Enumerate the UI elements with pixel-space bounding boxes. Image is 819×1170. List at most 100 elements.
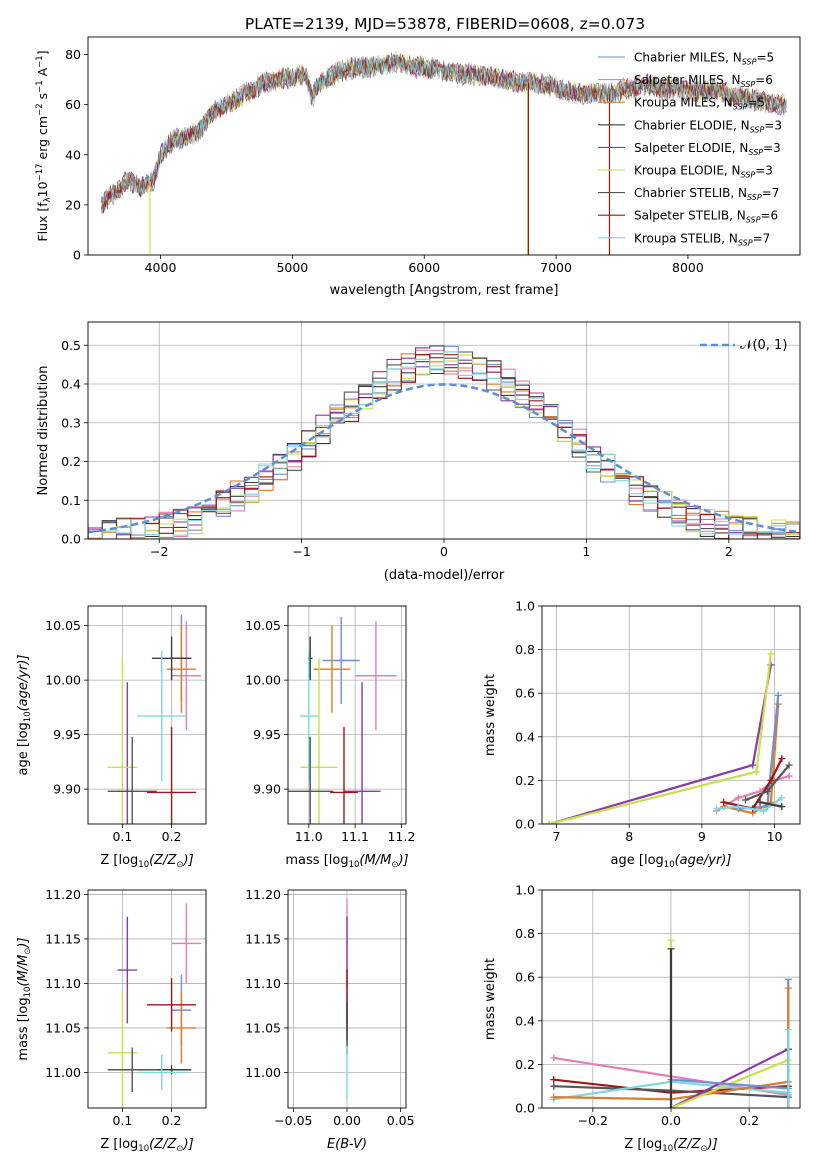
weight-vs-age-marker-kroupa-elodie-1: [752, 768, 760, 776]
age-vs-mass-ytick-label-2: 10.00: [245, 673, 281, 688]
spectrum-xlabel: wavelength [Angstrom, rest frame]: [330, 283, 559, 298]
legend-label-salpeter-stelib: Salpeter STELIB, NSSP=6: [634, 209, 778, 225]
weight-vs-age-marker-salpeter-stelib-3: [778, 755, 786, 763]
age-vs-z-xtick-label-0: 0.1: [112, 829, 132, 844]
age-vs-mass-xlabel: mass [log10(M/M⊙)]: [285, 853, 408, 870]
legend-label-kroupa-elodie: Kroupa ELODIE, NSSP=3: [634, 164, 773, 180]
weight-vs-age-lines: [545, 650, 793, 824]
weight-vs-age-panel: 7 8 9 10 0.0 0.2 0.4 0.6 0.8 1.0 age [log10(age/yr…: [483, 599, 801, 870]
mass-vs-ebv-panel: −0.05 0.00 0.05 11.00 11.05 11.10 11.15 11.20 E(…: [245, 887, 414, 1152]
weight-vs-z-ylabel: mass weight: [483, 958, 498, 1040]
weight-vs-age-xtick-label-1: 8: [625, 829, 633, 844]
weight-vs-age-ytick-label-1: 0.2: [515, 773, 535, 788]
histogram-chabrier-elodie: [88, 360, 800, 539]
residuals-ytick-label-3: 0.3: [61, 415, 81, 430]
residuals-ylabel: Normed distribution: [36, 366, 51, 496]
weight-vs-z-lines: [550, 939, 792, 1108]
spectrum-xtick-label-2: 6000: [408, 260, 440, 275]
residuals-xtick-label-3: 1: [582, 544, 590, 559]
weight-vs-age-marker-chabrier-stelib-0: [741, 796, 749, 804]
age-vs-mass-ytick-label-1: 9.95: [253, 727, 281, 742]
mass-vs-z-xlabel: Z [log10(Z/Z⊙)]: [100, 1137, 193, 1154]
mass-vs-z-ytick-label-3: 11.15: [45, 931, 81, 946]
age-vs-z-xlabel: Z [log10(Z/Z⊙)]: [100, 853, 193, 870]
age-vs-z-ylabel: age [log10(age/yr)]: [16, 655, 33, 776]
weight-vs-z-ytick-label-4: 0.8: [515, 926, 535, 941]
residuals-ytick-label-5: 0.5: [61, 338, 81, 353]
legend-label-chabrier-stelib: Chabrier STELIB, NSSP=7: [634, 186, 779, 202]
legend-label-salpeter-miles: Salpeter MILES, NSSP=6: [634, 73, 773, 89]
residuals-ytick-label-2: 0.2: [61, 454, 81, 469]
age-vs-mass-xtick-label-0: 11.0: [295, 829, 323, 844]
age-vs-z-points: [107, 614, 202, 824]
mass-vs-z-panel: 0.1 0.2 11.00 11.05 11.10 11.15 11.20 Z [log10(…: [16, 887, 207, 1154]
residuals-ytick-label-0: 0.0: [61, 532, 81, 547]
weight-vs-age-marker-chabrier-elodie-0: [756, 798, 764, 806]
age-vs-z-ytick-label-1: 9.95: [53, 727, 81, 742]
weight-vs-z-marker-kroupa-miles-0: [550, 1093, 558, 1101]
spectrum-xtick-label-1: 5000: [276, 260, 308, 275]
legend-label-salpeter-elodie: Salpeter ELODIE, NSSP=3: [634, 141, 781, 157]
spectrum-line-kroupa-stelib: [100, 50, 787, 212]
weight-vs-age-marker-kroupa-stelib-0: [712, 805, 720, 813]
mass-vs-ebv-ytick-label-1: 11.05: [245, 1020, 281, 1035]
weight-vs-age-xtick-label-0: 7: [553, 829, 561, 844]
spectrum-xtick-label-0: 4000: [145, 260, 177, 275]
spectrum-ytick-label-0: 0: [73, 248, 81, 263]
mass-vs-ebv-ytick-label-4: 11.20: [245, 887, 281, 902]
weight-vs-age-ytick-label-0: 0.0: [515, 817, 535, 832]
weight-vs-z-xtick-label-0: −0.2: [578, 1113, 608, 1128]
weight-vs-age-marker-salpeter-miles-1: [734, 794, 742, 802]
spectrum-ytick-label-1: 20: [65, 197, 81, 212]
weight-vs-age-ytick-label-3: 0.6: [515, 686, 535, 701]
weight-vs-age-marker-kroupa-elodie-2: [767, 650, 775, 658]
residuals-xtick-label-0: −2: [150, 544, 168, 559]
residuals-xlabel: (data-model)/error: [384, 568, 505, 583]
weight-vs-age-xlabel: age [log10(age/yr)]: [611, 853, 732, 870]
weight-vs-z-ytick-label-5: 1.0: [515, 883, 535, 898]
weight-vs-z-ytick-label-0: 0.0: [515, 1101, 535, 1116]
histogram-kroupa-stelib: [88, 351, 800, 539]
weight-vs-z-ytick-label-2: 0.4: [515, 1013, 535, 1028]
weight-vs-z-panel: −0.2 0.0 0.2 0.0 0.2 0.4 0.6 0.8 1.0 Z [log10(Z/Z…: [483, 883, 801, 1154]
mass-vs-ebv-xtick-label-2: 0.05: [387, 1113, 415, 1128]
age-vs-z-xtick-label-1: 0.2: [162, 829, 182, 844]
age-vs-mass-xtick-label-1: 11.1: [341, 829, 369, 844]
spectrum-ylabel: Flux [fλ10−17 erg cm−2 s−1 A−1]: [35, 50, 53, 241]
legend-label-chabrier-miles: Chabrier MILES, NSSP=5: [634, 51, 774, 67]
figure-title: PLATE=2139, MJD=53878, FIBERID=0608, z=0…: [245, 15, 645, 33]
weight-vs-age-xtick-label-2: 9: [698, 829, 706, 844]
weight-vs-age-marker-kroupa-stelib-3: [778, 794, 786, 802]
age-vs-mass-frame: [287, 605, 407, 825]
mass-vs-z-ytick-label-2: 11.10: [45, 976, 81, 991]
weight-vs-z-frame: [541, 889, 801, 1109]
weight-vs-age-marker-salpeter-stelib-0: [720, 798, 728, 806]
spectrum-ytick-label-4: 80: [65, 47, 81, 62]
age-vs-z-ytick-label-3: 10.05: [45, 618, 81, 633]
weight-vs-age-marker-chabrier-miles-2: [774, 691, 782, 699]
weight-vs-age-ytick-label-5: 1.0: [515, 599, 535, 614]
weight-vs-age-line-chabrier-elodie: [759, 801, 783, 808]
weight-vs-z-marker-salpeter-miles-0: [550, 1054, 558, 1062]
mass-vs-ebv-ytick-label-3: 11.15: [245, 931, 281, 946]
mass-vs-ebv-xlabel: E(B-V): [327, 1137, 367, 1152]
age-vs-z-ytick-label-0: 9.90: [53, 782, 81, 797]
weight-vs-z-xtick-label-2: 0.2: [739, 1113, 759, 1128]
mass-vs-z-xtick-label-0: 0.1: [112, 1113, 132, 1128]
weight-vs-age-marker-chabrier-elodie-1: [778, 803, 786, 811]
residuals-xtick-label-4: 2: [725, 544, 733, 559]
mass-vs-ebv-frame: [287, 889, 407, 1109]
spectrum-ytick-label-2: 40: [65, 147, 81, 162]
weight-vs-age-frame: [541, 605, 801, 825]
weight-vs-z-marker-salpeter-stelib-0: [550, 1076, 558, 1084]
age-vs-mass-ytick-label-0: 9.90: [253, 782, 281, 797]
spectrum-xtick-label-3: 7000: [540, 260, 572, 275]
weight-vs-z-line-salpeter-elodie: [670, 1048, 789, 1108]
age-vs-mass-ytick-label-3: 10.05: [245, 618, 281, 633]
weight-vs-z-ytick-label-3: 0.6: [515, 970, 535, 985]
residuals-frame: [87, 321, 801, 540]
residuals-ytick-label-4: 0.4: [61, 377, 81, 392]
weight-vs-age-marker-kroupa-elodie-0: [545, 820, 553, 824]
weight-vs-z-xlabel: Z [log10(Z/Z⊙)]: [624, 1137, 717, 1154]
mass-vs-ebv-xtick-label-1: 0.00: [333, 1113, 361, 1128]
